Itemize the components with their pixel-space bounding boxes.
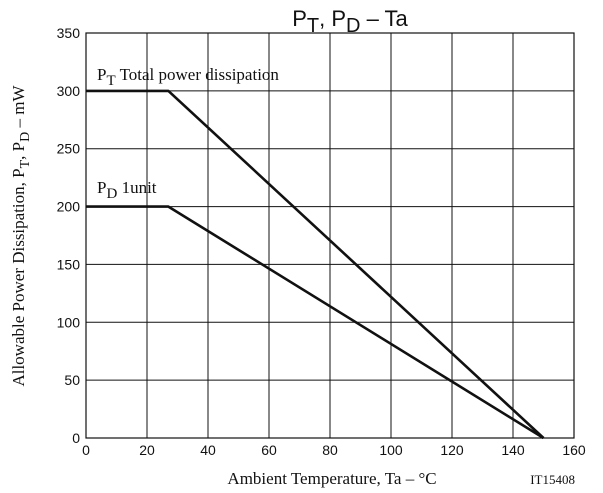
y-tick-label: 0: [72, 430, 80, 446]
series-line-pt: [86, 89, 545, 439]
y-tick-label: 50: [64, 372, 80, 388]
title-tail: – Ta: [360, 6, 408, 31]
x-axis-label: Ambient Temperature, Ta – °C: [227, 469, 436, 488]
x-tick-label: 0: [82, 442, 90, 458]
plot-frame: [85, 32, 575, 439]
x-tick-label: 60: [261, 442, 277, 458]
y-tick-label: 200: [57, 199, 81, 215]
x-tick-label: 120: [440, 442, 464, 458]
title-sub-d: D: [346, 15, 360, 37]
y-tick-label: 150: [57, 256, 81, 272]
y-tick-label: 250: [57, 141, 81, 157]
figure-code: IT15408: [530, 472, 575, 487]
y-tick-labels: 0 50 100 150 200 250 300 350: [57, 25, 81, 446]
series-lines: [86, 89, 545, 440]
title-mid: , P: [319, 6, 346, 31]
grid-lines: [86, 33, 574, 438]
x-tick-label: 40: [200, 442, 216, 458]
x-tick-label: 160: [562, 442, 586, 458]
x-tick-label: 20: [139, 442, 155, 458]
y-tick-label: 350: [57, 25, 81, 41]
y-axis-label: Allowable Power Dissipation, PT, PD – mW: [9, 85, 33, 387]
y-tick-label: 300: [57, 83, 81, 99]
y-tick-label: 100: [57, 314, 81, 330]
title-p: P: [292, 6, 307, 31]
x-tick-label: 140: [501, 442, 525, 458]
title-sub-t: T: [307, 15, 319, 37]
chart-title: PT, PD – Ta: [292, 6, 408, 37]
series-label-pt: PT Total power dissipation: [97, 65, 279, 89]
series-label-pd: PD 1unit: [97, 178, 157, 202]
x-tick-label: 100: [379, 442, 403, 458]
x-tick-label: 80: [322, 442, 338, 458]
series-line-pd: [86, 205, 545, 440]
x-tick-labels: 0 20 40 60 80 100 120 140 160: [82, 442, 586, 458]
